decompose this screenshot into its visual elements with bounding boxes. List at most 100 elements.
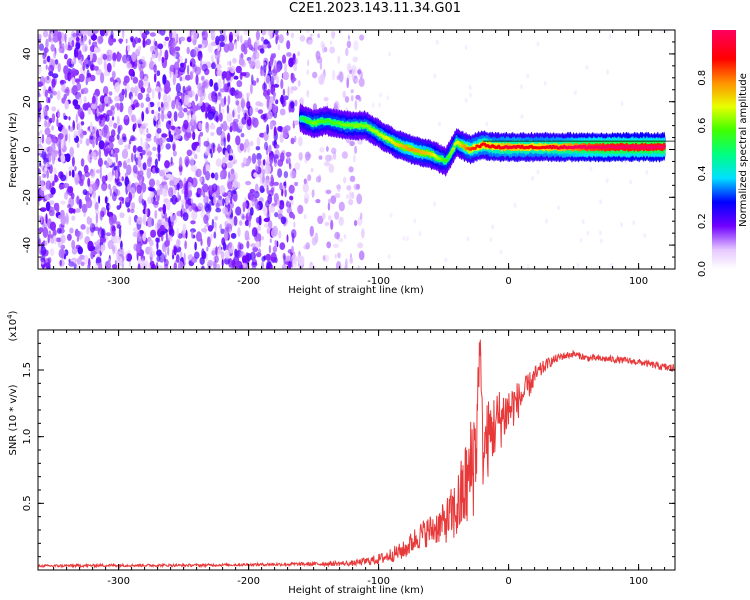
noise-speck: [146, 167, 152, 179]
noise-speck: [118, 226, 122, 238]
noise-speck: [116, 115, 120, 126]
noise-speck: [298, 152, 303, 161]
noise-speck: [118, 38, 124, 43]
noise-speck: [292, 214, 296, 220]
noise-speck: [186, 85, 192, 92]
noise-speck: [49, 234, 54, 239]
noise-speck: [179, 76, 183, 82]
noise-speck: [227, 61, 231, 66]
noise-speck: [273, 127, 276, 134]
noise-speck: [262, 159, 266, 166]
noise-speck: [42, 105, 48, 116]
noise-speck: [338, 216, 344, 226]
noise-speck: [147, 196, 154, 204]
noise-speck: [52, 228, 57, 237]
noise-speck: [620, 101, 624, 106]
noise-speck: [203, 195, 209, 205]
noise-speck: [183, 61, 187, 70]
colorbar-tick-label: 0.0: [697, 261, 708, 277]
noise-speck: [106, 62, 112, 73]
noise-speck: [118, 196, 125, 201]
noise-speck: [108, 257, 111, 265]
noise-speck: [219, 41, 225, 48]
noise-speck: [260, 114, 267, 120]
noise-speck: [229, 148, 232, 157]
noise-speck: [117, 160, 122, 168]
noise-speck: [140, 87, 146, 94]
noise-speck: [283, 171, 289, 179]
noise-speck: [128, 111, 133, 118]
noise-speck: [71, 169, 75, 178]
noise-speck: [59, 40, 62, 49]
noise-speck: [225, 125, 230, 130]
noise-speck: [286, 52, 292, 57]
noise-speck: [124, 196, 130, 203]
noise-speck: [154, 158, 158, 167]
noise-speck: [350, 89, 354, 94]
noise-speck: [280, 152, 285, 163]
noise-speck: [326, 146, 329, 152]
noise-speck: [137, 37, 141, 44]
noise-speck: [309, 225, 314, 237]
noise-speck: [221, 258, 224, 268]
noise-speck: [87, 153, 91, 162]
noise-speck: [175, 254, 180, 263]
noise-speck: [297, 80, 301, 87]
noise-speck: [263, 207, 268, 217]
figure-title: C2E1.2023.143.11.34.G01: [288, 1, 462, 16]
noise-speck: [176, 227, 179, 237]
noise-speck: [50, 174, 54, 183]
noise-speck: [261, 169, 266, 175]
noise-speck: [289, 163, 292, 170]
noise-speck: [44, 119, 48, 128]
noise-speck: [38, 227, 44, 233]
noise-speck: [158, 252, 165, 263]
noise-speck: [125, 159, 131, 164]
noise-speck: [145, 38, 152, 46]
noise-speck: [223, 96, 227, 106]
noise-speck: [193, 141, 200, 147]
noise-speck: [62, 182, 70, 189]
noise-speck: [162, 188, 168, 198]
noise-speck: [300, 96, 305, 107]
noise-speck: [146, 216, 153, 228]
noise-speck: [126, 164, 132, 176]
noise-speck: [251, 153, 257, 165]
noise-speck: [115, 169, 119, 180]
noise-speck: [240, 52, 244, 60]
noise-speck: [43, 147, 47, 153]
noise-speck: [389, 212, 393, 218]
noise-speck: [269, 238, 272, 244]
noise-speck: [226, 104, 230, 115]
noise-speck: [194, 241, 197, 251]
noise-speck: [58, 149, 62, 158]
noise-speck: [87, 264, 91, 269]
noise-speck: [177, 191, 180, 202]
noise-speck: [98, 262, 103, 269]
noise-speck: [221, 108, 225, 114]
noise-speck: [47, 218, 52, 229]
noise-speck: [235, 206, 242, 216]
colorbar-tick-label: 0.8: [697, 70, 708, 86]
noise-speck: [237, 227, 241, 237]
noise-speck: [107, 263, 110, 269]
noise-speck: [217, 45, 221, 52]
noise-speck: [320, 41, 325, 49]
noise-speck: [121, 30, 125, 39]
noise-speck: [261, 256, 266, 262]
noise-speck: [111, 116, 115, 121]
noise-speck: [100, 244, 104, 253]
y-tick-label: -40: [22, 237, 33, 253]
noise-speck: [291, 245, 294, 254]
colorbar-tick-label: 0.4: [697, 165, 708, 181]
noise-speck: [378, 102, 382, 108]
noise-speck: [281, 126, 288, 134]
noise-speck: [132, 145, 137, 154]
noise-speck: [599, 199, 603, 205]
noise-speck: [183, 252, 186, 264]
noise-speck: [162, 168, 170, 174]
noise-speck: [239, 243, 244, 250]
noise-speck: [237, 181, 241, 189]
noise-speck: [257, 225, 262, 232]
noise-speck: [254, 198, 259, 209]
